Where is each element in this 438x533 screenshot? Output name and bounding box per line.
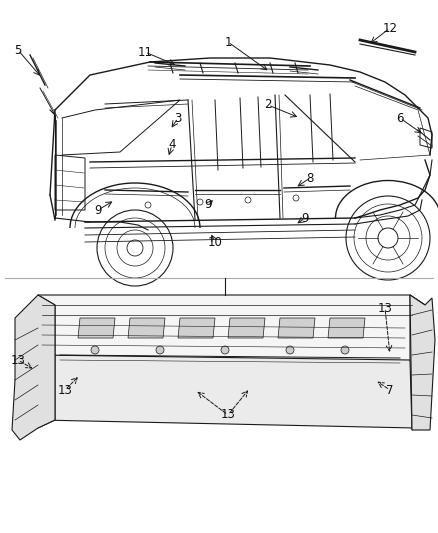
Text: 3: 3 xyxy=(174,111,182,125)
Text: 5: 5 xyxy=(14,44,22,56)
Polygon shape xyxy=(410,295,425,430)
Polygon shape xyxy=(38,295,425,368)
Polygon shape xyxy=(78,318,115,338)
Text: 13: 13 xyxy=(378,302,392,314)
Text: 10: 10 xyxy=(208,236,223,248)
Text: 9: 9 xyxy=(94,204,102,216)
Text: 11: 11 xyxy=(138,45,152,59)
Polygon shape xyxy=(128,318,165,338)
Polygon shape xyxy=(12,295,55,440)
Text: 9: 9 xyxy=(301,212,309,224)
Polygon shape xyxy=(278,318,315,338)
Circle shape xyxy=(286,346,294,354)
Text: 9: 9 xyxy=(204,198,212,212)
Circle shape xyxy=(91,346,99,354)
Circle shape xyxy=(156,346,164,354)
Text: 6: 6 xyxy=(396,111,404,125)
Polygon shape xyxy=(38,355,425,428)
Text: 1: 1 xyxy=(224,36,232,49)
Polygon shape xyxy=(410,295,435,430)
Text: 13: 13 xyxy=(11,353,25,367)
Text: 7: 7 xyxy=(386,384,394,397)
Circle shape xyxy=(221,346,229,354)
Circle shape xyxy=(341,346,349,354)
Text: 4: 4 xyxy=(168,139,176,151)
Polygon shape xyxy=(38,295,55,428)
Polygon shape xyxy=(328,318,365,338)
Polygon shape xyxy=(178,318,215,338)
Text: 13: 13 xyxy=(57,384,72,397)
Text: 13: 13 xyxy=(221,408,236,422)
Text: 8: 8 xyxy=(306,172,314,184)
Text: 12: 12 xyxy=(382,21,398,35)
Polygon shape xyxy=(228,318,265,338)
Text: 2: 2 xyxy=(264,99,272,111)
